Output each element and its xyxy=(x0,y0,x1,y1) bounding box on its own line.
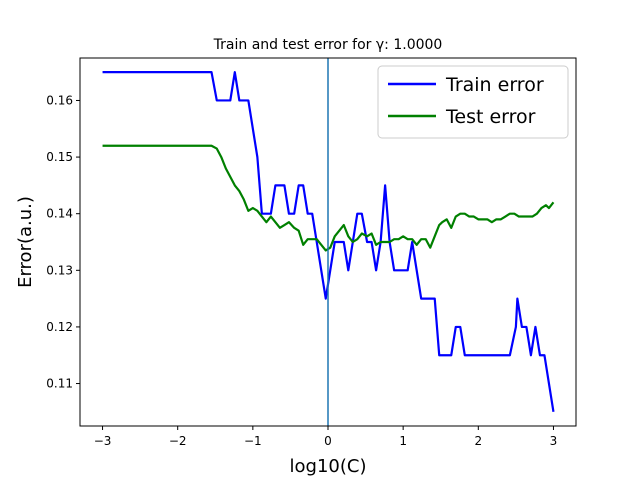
x-tick-label: 0 xyxy=(324,434,332,448)
x-tick-label: −3 xyxy=(94,434,112,448)
series-line-train-error xyxy=(102,71,555,413)
x-axis-label: log10(C) xyxy=(290,456,367,477)
y-axis-label: Error(a.u.) xyxy=(15,196,36,288)
y-tick-label: 0.13 xyxy=(46,263,73,277)
chart-title: Train and test error for γ: 1.0000 xyxy=(213,37,443,53)
y-tick-label: 0.14 xyxy=(46,207,73,221)
x-tick-label: 2 xyxy=(474,434,482,448)
legend: Train error Test error xyxy=(377,65,569,139)
legend-label: Train error xyxy=(445,74,544,96)
legend-label: Test error xyxy=(445,106,536,128)
y-tick-label: 0.15 xyxy=(46,150,73,164)
x-tick-label: −1 xyxy=(244,434,262,448)
y-tick-label: 0.12 xyxy=(46,320,73,334)
y-axis: 0.11 0.12 0.13 0.14 0.15 0.16 xyxy=(46,93,80,391)
y-tick-label: 0.11 xyxy=(46,377,73,391)
y-tick-label: 0.16 xyxy=(46,93,73,107)
x-tick-label: −2 xyxy=(169,434,187,448)
x-tick-label: 3 xyxy=(550,434,558,448)
x-tick-label: 1 xyxy=(399,434,407,448)
x-axis: −3 −2 −1 0 1 2 3 xyxy=(94,426,558,448)
series-line-test-error xyxy=(102,144,555,252)
